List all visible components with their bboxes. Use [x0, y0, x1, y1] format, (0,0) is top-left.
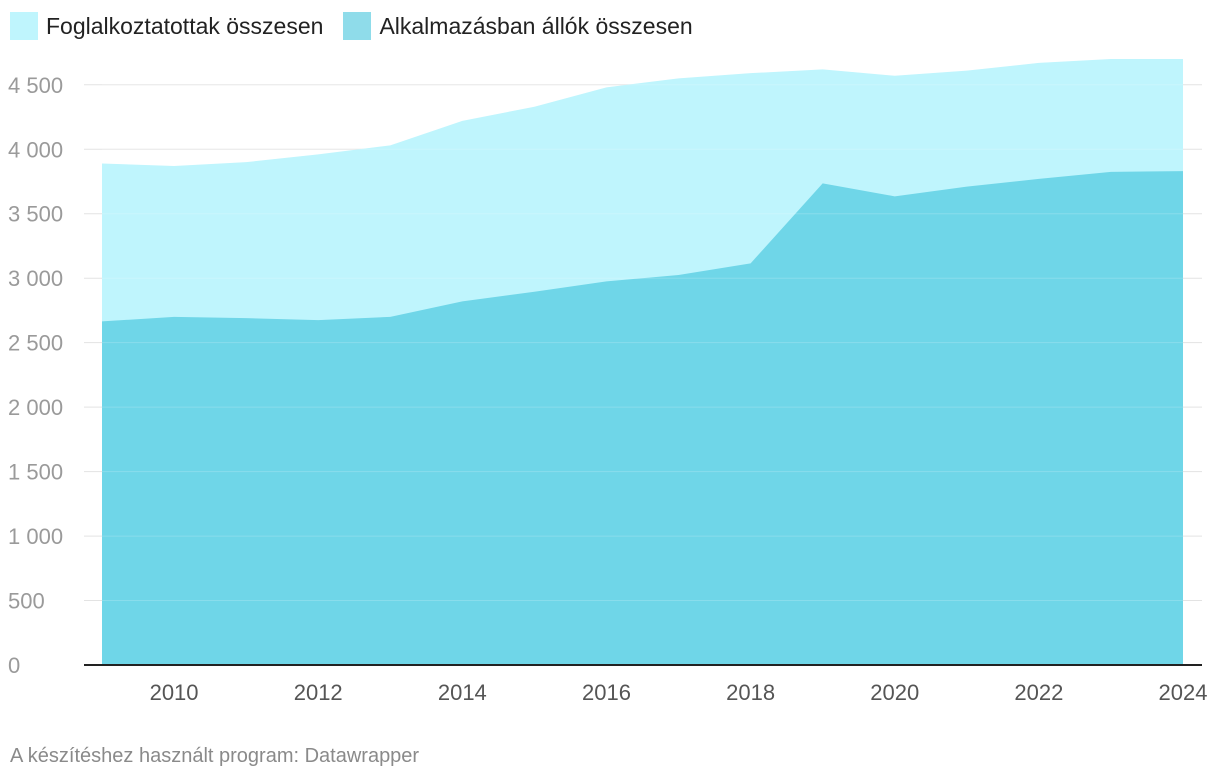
x-tick-label-6: 2022 — [1014, 680, 1063, 705]
legend: Foglalkoztatottak összesen Alkalmazásban… — [10, 12, 713, 40]
y-tick-label-0: 0 — [8, 653, 20, 678]
y-tick-label-8: 4 000 — [8, 137, 63, 162]
series-area-1 — [102, 171, 1183, 665]
y-tick-label-6: 3 000 — [8, 266, 63, 291]
y-tick-label-2: 1 000 — [8, 524, 63, 549]
credit-footer: A készítéshez használt program: Datawrap… — [10, 745, 420, 767]
x-tick-label-1: 2012 — [294, 680, 343, 705]
legend-item-employed: Foglalkoztatottak összesen — [10, 12, 323, 40]
y-tick-label-5: 2 500 — [8, 331, 63, 356]
legend-label-employed: Foglalkoztatottak összesen — [46, 12, 324, 39]
legend-label-employees: Alkalmazásban állók összesen — [379, 12, 693, 39]
y-tick-label-9: 4 500 — [8, 73, 63, 98]
x-tick-label-7: 2024 — [1159, 680, 1208, 705]
legend-item-employees: Alkalmazásban állók összesen — [343, 12, 693, 40]
x-tick-label-3: 2016 — [582, 680, 631, 705]
y-tick-label-4: 2 000 — [8, 395, 63, 420]
legend-swatch-employed — [10, 12, 38, 40]
x-tick-label-4: 2018 — [726, 680, 775, 705]
x-tick-label-0: 2010 — [150, 680, 199, 705]
x-tick-label-2: 2014 — [438, 680, 487, 705]
x-tick-label-5: 2020 — [870, 680, 919, 705]
legend-swatch-employees — [343, 12, 372, 40]
y-tick-label-7: 3 500 — [8, 202, 63, 227]
y-tick-label-1: 500 — [8, 589, 45, 614]
y-tick-label-3: 1 500 — [8, 460, 63, 485]
